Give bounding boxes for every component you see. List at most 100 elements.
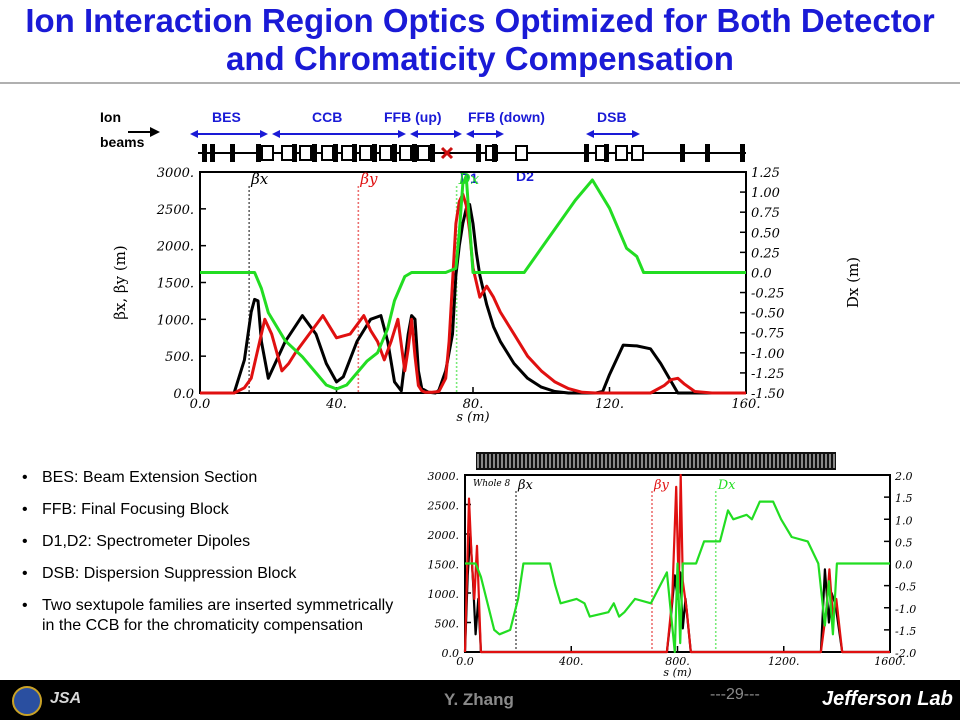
footer-bar xyxy=(0,680,960,720)
dipole-magnet xyxy=(299,145,312,161)
quadrupole-magnet xyxy=(352,144,357,162)
y-tick-label: 500. xyxy=(165,350,194,365)
quadrupole-magnet xyxy=(584,144,589,162)
chart-ir-optics: 0.0 500. 1000. 1500. 2000. 2500. 3000. -1.50 -1.… xyxy=(111,166,862,425)
section-label-ccb: CCB xyxy=(312,109,343,125)
x-tick-label: 400. xyxy=(558,655,584,668)
legend-label-betay: βy xyxy=(359,170,378,188)
y2-tick-label: -0.75 xyxy=(751,327,784,342)
y-tick-label: 0.0 xyxy=(442,647,460,660)
dipole-magnet xyxy=(321,145,334,161)
y2-tick-label: 0.25 xyxy=(751,246,780,261)
y-tick-label: 500. xyxy=(435,618,460,631)
dipole-magnet xyxy=(281,145,294,161)
page-number: ---29--- xyxy=(710,686,760,703)
bullet-item-bes: BES: Beam Extension Section xyxy=(22,468,394,488)
x-tick-label: 40. xyxy=(325,397,347,412)
y2-tick-label: -1.00 xyxy=(751,347,784,362)
y-tick-label: 3000. xyxy=(428,470,460,483)
page-title: Ion Interaction Region Optics Optimized … xyxy=(25,2,935,77)
quadrupole-magnet xyxy=(210,144,215,162)
title-bar: Ion Interaction Region Optics Optimized … xyxy=(0,0,960,84)
ip-cross-b xyxy=(440,146,454,160)
quadrupole-magnet xyxy=(705,144,710,162)
section-span-arrow-right-icon xyxy=(496,130,504,138)
quadrupole-magnet xyxy=(740,144,745,162)
section-span-arrow-right-icon xyxy=(398,130,406,138)
y-tick-label: 2500. xyxy=(156,203,194,218)
bullet-item-dsb: DSB: Dispersion Suppression Block xyxy=(22,564,394,584)
section-label-bes: BES xyxy=(212,109,241,125)
quadrupole-magnet xyxy=(412,144,417,162)
dipole-magnet xyxy=(379,145,392,161)
bullet-item-sextupoles: Two sextupole families are inserted symm… xyxy=(22,596,394,636)
jefferson-lab-logo: Jefferson Lab xyxy=(822,688,953,710)
doe-seal-icon xyxy=(12,686,42,716)
y-axis-label: βx, βy (m) xyxy=(111,245,129,320)
bullet-item-ffb: FFB: Final Focusing Block xyxy=(22,500,394,520)
quadrupole-magnet xyxy=(372,144,377,162)
y-tick-label: 0.0 xyxy=(173,387,194,402)
chart-whole-ring: 0.0 500. 1000. 1500. 2000. 2500. 3000. -2.0 -1.5… xyxy=(427,470,917,679)
y2-tick-label: -0.25 xyxy=(751,287,784,302)
dipole-magnet xyxy=(417,145,430,161)
legend-label-betax: βx xyxy=(250,170,269,188)
x-tick-label: 0.0 xyxy=(190,397,211,412)
y-tick-label: 1500. xyxy=(157,277,194,292)
quadrupole-magnet xyxy=(392,144,397,162)
quadrupole-magnet xyxy=(680,144,685,162)
section-label-dsb: DSB xyxy=(597,109,627,125)
section-span-arrow-left-icon xyxy=(190,130,198,138)
quadrupole-magnet xyxy=(333,144,338,162)
quadrupole-magnet xyxy=(230,144,235,162)
y-tick-label: 1000. xyxy=(428,588,460,601)
beamline-schematic xyxy=(128,127,836,470)
section-span-arrow-right-icon xyxy=(260,130,268,138)
quadrupole-magnet xyxy=(604,144,609,162)
series-line-dx xyxy=(200,174,746,391)
y2-tick-label: -0.5 xyxy=(895,581,916,594)
jsa-logo: JSA xyxy=(50,690,82,707)
quadrupole-magnet xyxy=(492,144,497,162)
series-line-betay xyxy=(200,192,746,395)
y2-tick-label: -2.0 xyxy=(895,647,916,660)
section-span-arrow-left-icon xyxy=(586,130,594,138)
section-label-ffb-down: FFB (down) xyxy=(468,109,545,125)
dipole-magnet xyxy=(615,145,628,161)
bullet-item-dipoles: D1,D2: Spectrometer Dipoles xyxy=(22,532,394,552)
legend-label-dx: Dx xyxy=(717,478,736,493)
dipole-magnet xyxy=(399,145,412,161)
quadrupole-magnet xyxy=(256,144,261,162)
quadrupole-magnet xyxy=(292,144,297,162)
y2-tick-label: -0.50 xyxy=(751,307,784,322)
section-span-arrow-left-icon xyxy=(272,130,280,138)
x-tick-label: 80. xyxy=(463,397,484,412)
quadrupole-magnet xyxy=(312,144,317,162)
y2-tick-label: 0.5 xyxy=(895,536,913,549)
y-tick-label: 3000. xyxy=(157,166,194,181)
dipole-magnet xyxy=(341,145,354,161)
y-tick-label: 2000. xyxy=(156,240,194,255)
y-tick-label: 2000. xyxy=(427,529,460,542)
ion-beam-arrowhead-icon xyxy=(150,127,160,137)
y2-tick-label: 1.5 xyxy=(895,492,913,505)
x-tick-label: 0.0 xyxy=(456,655,474,668)
ion-label: Ion xyxy=(100,109,121,125)
beams-label: beams xyxy=(100,134,145,150)
y2-tick-label: 2.0 xyxy=(894,470,913,483)
section-label-ffb-up: FFB (up) xyxy=(384,109,442,125)
legend-label-dx: Dx xyxy=(458,170,480,188)
y2-tick-label: -1.25 xyxy=(751,367,784,382)
figure-canvas: 0.0 500. 1000. 1500. 2000. 2500. 3000. -1.50 -1.… xyxy=(111,127,917,679)
legend-label-betax: βx xyxy=(517,478,534,493)
y2-axis-label: Dx (m) xyxy=(844,257,862,308)
y2-tick-label: -1.0 xyxy=(895,603,916,616)
bullet-list: BES: Beam Extension Section FFB: Final F… xyxy=(22,468,394,648)
y-tick-label: 1500. xyxy=(428,559,460,572)
y2-tick-label: 1.0 xyxy=(895,514,913,527)
section-span-arrow-right-icon xyxy=(632,130,640,138)
section-span-arrow-left-icon xyxy=(410,130,418,138)
y-tick-label: 1000. xyxy=(157,313,194,328)
x-tick-label: 120. xyxy=(595,397,624,412)
y2-tick-label: 0.0 xyxy=(895,559,913,572)
